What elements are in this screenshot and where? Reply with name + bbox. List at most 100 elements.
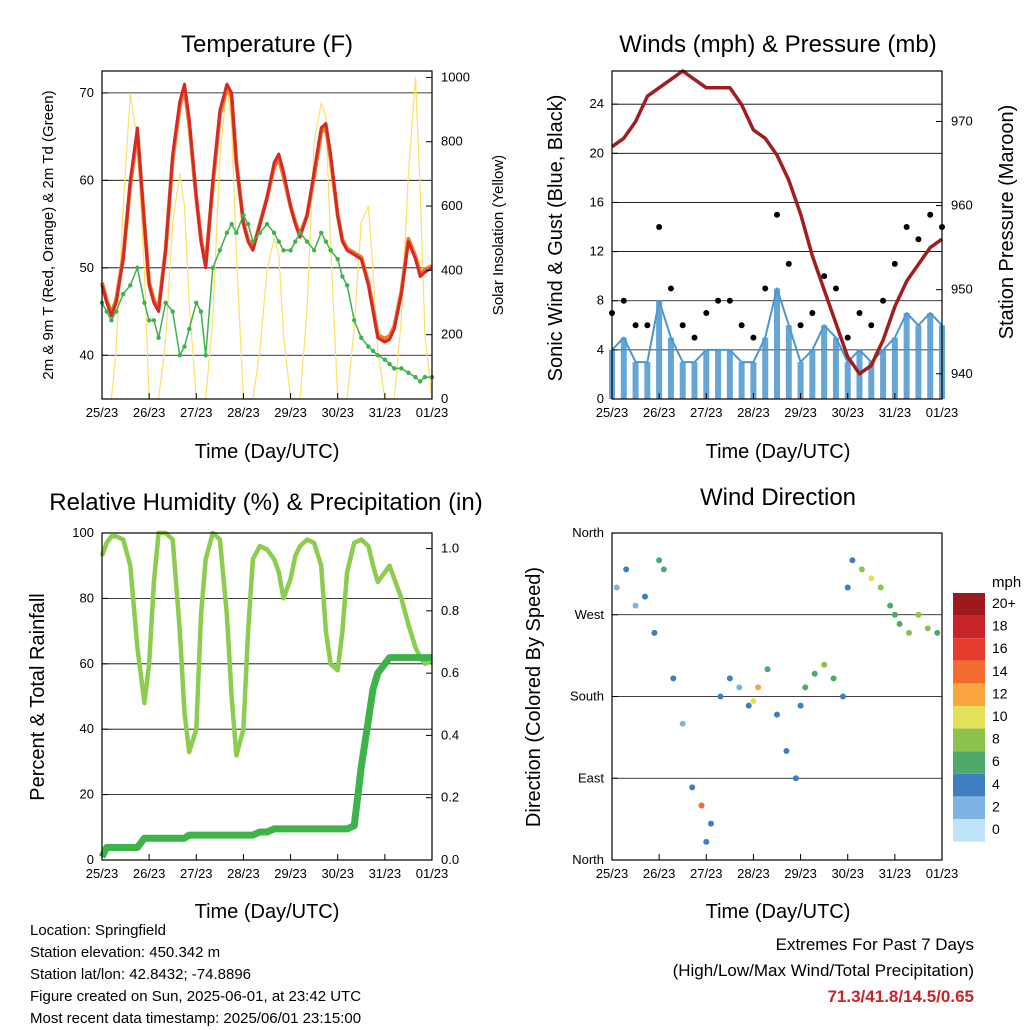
x-tick-label: 29/23 — [274, 405, 307, 420]
winds-title: Winds (mph) & Pressure (mb) — [619, 31, 936, 58]
y-tick-label: 100 — [72, 525, 94, 540]
direction-point — [797, 702, 804, 709]
temperature-ylabel: 2m & 9m T (Red, Orange) & 2m Td (Green) — [40, 90, 57, 379]
temperature-title: Temperature (F) — [181, 31, 353, 58]
gust-point — [667, 285, 674, 292]
y2-tick-label: 200 — [441, 327, 463, 342]
x-tick-label: 26/23 — [133, 866, 166, 881]
gust-point — [679, 322, 686, 329]
elevation-text: Station elevation: 450.342 m — [30, 944, 221, 961]
x-tick-label: 01/23 — [416, 405, 449, 420]
gust-point — [774, 211, 780, 218]
winds-ylabel: Sonic Wind & Gust (Blue, Black) — [545, 95, 567, 382]
direction-point — [703, 838, 710, 845]
humidity-xlabel: Time (Day/UTC) — [195, 901, 340, 923]
humidity-gridlines — [102, 532, 432, 861]
direction-tick-label: North — [572, 852, 604, 867]
station-info: Location: Springfield Station elevation:… — [30, 920, 361, 1030]
legend-label: 2 — [992, 798, 1000, 814]
y-tick-label: 12 — [590, 244, 604, 259]
y2-tick-label: 800 — [441, 134, 463, 149]
direction-gridlines — [612, 532, 942, 861]
temp-9m-line — [100, 86, 433, 341]
legend-swatch — [953, 751, 985, 774]
direction-point — [745, 702, 752, 709]
x-tick-label: 31/23 — [369, 405, 402, 420]
extremes-values: 71.3/41.8/14.5/0.65 — [827, 987, 974, 1006]
direction-point — [698, 802, 705, 809]
y2-tick-label: 940 — [951, 366, 973, 381]
temp-2m-line — [100, 82, 433, 344]
direction-point — [783, 748, 790, 754]
y-tick-label: 80 — [80, 590, 94, 605]
legend-swatch — [953, 773, 985, 797]
winds-xlabel: Time (Day/UTC) — [706, 441, 851, 463]
direction-xlabel: Time (Day/UTC) — [706, 901, 851, 923]
x-tick-label: 31/23 — [879, 405, 912, 420]
direction-point — [774, 711, 780, 718]
legend-label: 16 — [992, 640, 1008, 656]
direction-point — [660, 566, 667, 573]
rainfall-line — [98, 654, 432, 859]
direction-point — [750, 698, 757, 705]
gust-point — [762, 285, 769, 292]
y2-tick-label: 0.0 — [441, 852, 459, 867]
direction-point — [844, 584, 851, 591]
extremes-box: Extremes For Past 7 Days (High/Low/Max W… — [673, 932, 974, 1010]
direction-point — [613, 584, 620, 591]
x-tick-label: 28/23 — [737, 866, 770, 881]
legend-swatch — [953, 819, 985, 842]
y2-tick-label: 400 — [441, 262, 463, 277]
x-tick-label: 27/23 — [180, 866, 213, 881]
extremes-subtitle: (High/Low/Max Wind/Total Precipitation) — [672, 961, 974, 980]
x-tick-label: 01/23 — [926, 866, 959, 881]
direction-point — [858, 566, 865, 573]
y2-tick-label: 0.2 — [441, 790, 459, 805]
x-tick-label: 28/23 — [227, 866, 260, 881]
gust-point — [809, 310, 816, 317]
gust-point — [715, 297, 722, 304]
y-tick-label: 60 — [80, 656, 94, 671]
legend-swatch — [953, 706, 985, 729]
direction-point — [764, 666, 771, 673]
location-text: Location: Springfield — [30, 922, 166, 939]
direction-ylabel: Direction (Colored By Speed) — [523, 567, 545, 827]
direction-point — [934, 629, 941, 636]
legend-label: 4 — [992, 776, 1000, 792]
direction-point — [656, 557, 663, 564]
direction-point — [689, 784, 696, 791]
direction-point — [887, 602, 894, 609]
created-text: Figure created on Sun, 2025-06-01, at 23… — [30, 988, 362, 1005]
y-tick-label: 0 — [597, 391, 604, 406]
extremes-title: Extremes For Past 7 Days — [775, 935, 974, 954]
direction-point — [811, 670, 818, 677]
speed-legend-title: mph — [992, 574, 1021, 591]
direction-title: Wind Direction — [700, 484, 856, 511]
x-tick-label: 26/23 — [643, 405, 676, 420]
gust-point — [856, 310, 863, 317]
x-tick-label: 27/23 — [690, 405, 723, 420]
latlon-text: Station lat/lon: 42.8432; -74.8896 — [30, 966, 252, 983]
gust-point — [632, 322, 639, 329]
rh-line — [99, 530, 433, 758]
direction-point — [891, 611, 898, 618]
gust-point — [691, 334, 698, 341]
direction-point — [906, 629, 912, 636]
humidity-series — [98, 530, 433, 859]
x-tick-label: 25/23 — [596, 405, 629, 420]
direction-series — [613, 557, 941, 845]
direction-point — [924, 625, 931, 632]
y2-tick-label: 950 — [951, 282, 973, 297]
temperature-xlabel: Time (Day/UTC) — [195, 441, 340, 463]
temperature-y2label: Solar Insolation (Yellow) — [490, 155, 507, 315]
legend-swatch — [953, 638, 985, 661]
y-tick-label: 60 — [80, 172, 94, 187]
direction-ticks: 25/23 26/23 27/23 28/23 29/23 30/23 31/23 01/23… — [570, 525, 958, 881]
legend-label: 0 — [992, 821, 1000, 837]
legend-label: 8 — [992, 731, 1000, 747]
direction-point — [726, 675, 733, 682]
y-tick-label: 70 — [80, 85, 94, 100]
legend-label: 10 — [992, 708, 1008, 724]
gust-point — [844, 334, 851, 341]
